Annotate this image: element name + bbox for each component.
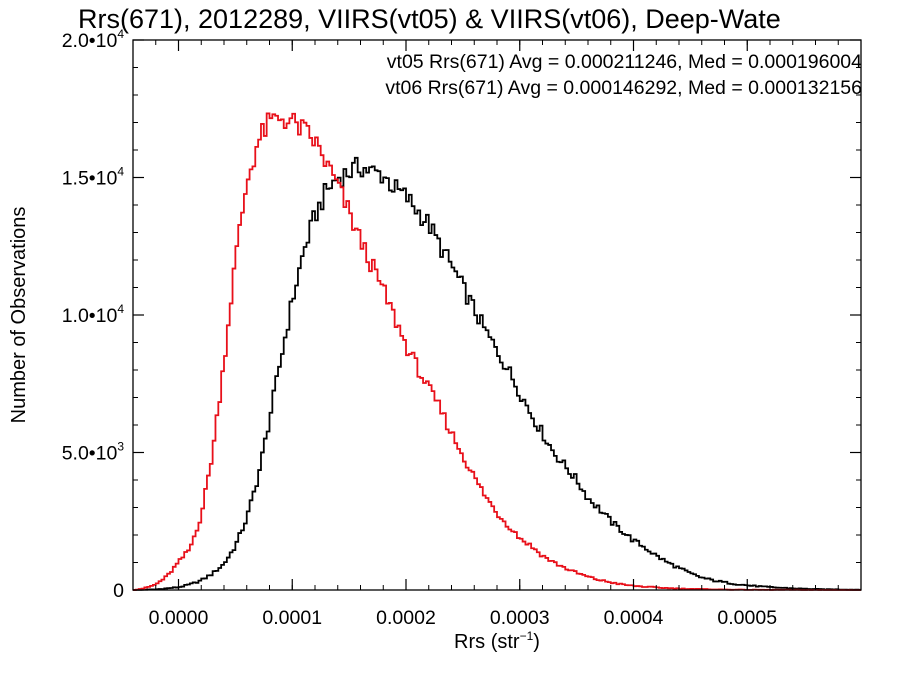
y-tick-label-base: 5.0•10	[62, 443, 118, 465]
annotation-vt05: vt05 Rrs(671) Avg = 0.000211246, Med = 0…	[387, 51, 862, 73]
x-axis-label-tail: )	[533, 631, 540, 653]
series-layer	[133, 112, 861, 591]
y-tick-label-exp: 4	[117, 302, 124, 316]
y-tick-label-exp: 3	[117, 440, 124, 454]
y-tick-label: 2.0•104	[62, 27, 125, 52]
y-tick-label: 0	[113, 580, 124, 602]
x-axis-label-base: Rrs (str	[454, 631, 520, 653]
y-tick-label-base: 1.0•10	[62, 305, 118, 327]
x-tick-label: 0.0003	[490, 607, 550, 629]
y-axis-label: Number of Observations	[8, 207, 30, 424]
y-tick-label: 1.5•104	[62, 165, 125, 190]
x-tick-label: 0.0000	[149, 607, 209, 629]
y-tick-label: 1.0•104	[62, 302, 125, 327]
x-tick-label: 0.0004	[604, 607, 664, 629]
y-tick-label-exp: 4	[117, 165, 124, 179]
y-tick-label-base: 2.0•10	[62, 30, 118, 52]
ticks-layer: 0.0000 0.0001 0.0002 0.0003 0.0004 0.0005 0 5.0…	[62, 27, 862, 629]
y-tick-label: 5.0•103	[62, 440, 125, 465]
x-axis-label: Rrs (str−1)	[454, 629, 540, 653]
y-tick-label-exp: 4	[117, 27, 124, 41]
x-axis-label-sup: −1	[520, 629, 534, 643]
x-tick-label: 0.0001	[262, 607, 322, 629]
series-line-vt05	[133, 156, 861, 591]
x-tick-label: 0.0002	[376, 607, 436, 629]
x-tick-label: 0.0005	[717, 607, 777, 629]
y-tick-label-base: 1.5•10	[62, 168, 118, 190]
chart-title: Rrs(671), 2012289, VIIRS(vt05) & VIIRS(v…	[78, 4, 781, 34]
plot-frame	[132, 39, 862, 591]
annotation-vt06: vt06 Rrs(671) Avg = 0.000146292, Med = 0…	[385, 77, 862, 99]
y-tick-label-base: 0	[113, 580, 124, 602]
